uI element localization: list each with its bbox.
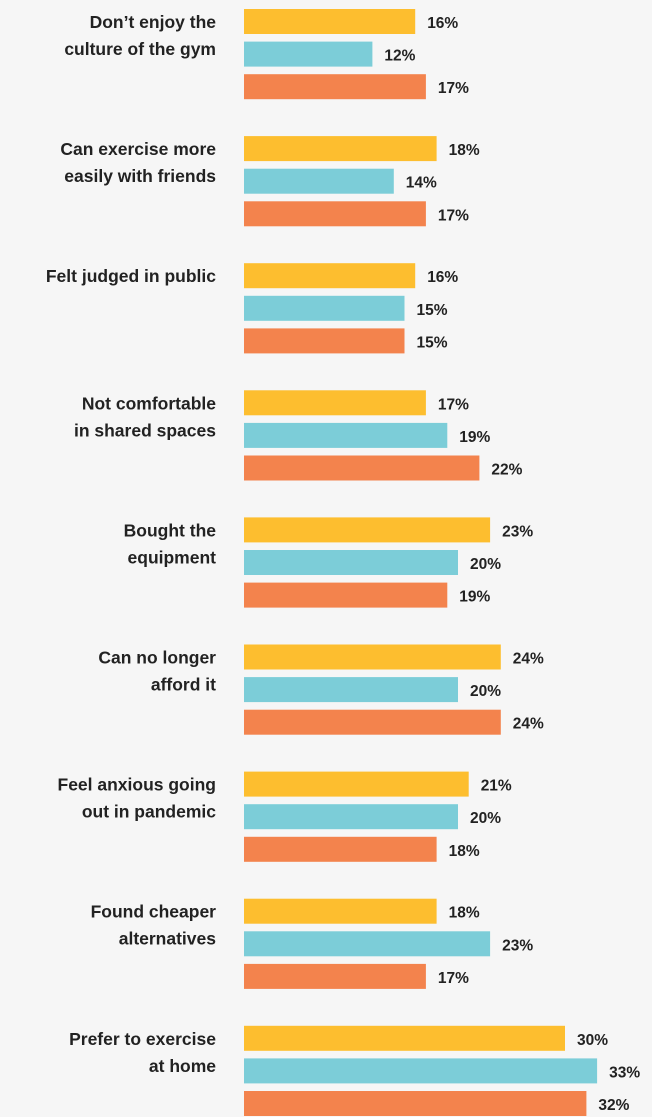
category-label-line: afford it <box>151 675 216 695</box>
bar <box>244 295 405 321</box>
value-label: 18% <box>449 905 480 922</box>
bar <box>244 582 448 608</box>
value-label: 17% <box>438 396 469 413</box>
category-label-line: culture of the gym <box>64 39 216 59</box>
value-label: 12% <box>384 48 415 65</box>
category-label-line: Can exercise more <box>60 139 216 159</box>
bar <box>244 709 501 735</box>
category-label-line: Don’t enjoy the <box>90 12 217 32</box>
bar <box>244 1091 587 1116</box>
category-label-line: at home <box>149 1056 216 1076</box>
category-label-line: alternatives <box>119 929 217 949</box>
value-labels: 16%12%17%18%14%17%16%15%15%17%19%22%23%2… <box>384 15 640 1114</box>
value-label: 24% <box>513 716 544 733</box>
category-label-line: Can no longer <box>98 648 216 668</box>
value-label: 16% <box>427 269 458 286</box>
value-label: 19% <box>459 589 490 606</box>
value-label: 18% <box>449 843 480 860</box>
value-label: 20% <box>470 683 501 700</box>
bar <box>244 1025 565 1051</box>
value-label: 15% <box>417 334 448 351</box>
category-label-line: easily with friends <box>64 166 216 186</box>
bar <box>244 517 491 543</box>
category-label-line: equipment <box>128 547 217 567</box>
value-label: 22% <box>491 462 522 479</box>
bar <box>244 963 426 989</box>
value-label: 23% <box>502 523 533 540</box>
bar <box>244 644 501 670</box>
category-label-line: Prefer to exercise <box>69 1029 216 1049</box>
value-label: 30% <box>577 1032 608 1049</box>
value-label: 17% <box>438 80 469 97</box>
value-label: 20% <box>470 556 501 573</box>
value-label: 19% <box>459 429 490 446</box>
value-label: 18% <box>449 142 480 159</box>
bar <box>244 136 437 162</box>
bar <box>244 263 416 289</box>
value-label: 17% <box>438 970 469 987</box>
bar <box>244 550 458 575</box>
category-label: Can exercise more easily with friends <box>60 139 216 186</box>
category-label-line: Found cheaper <box>91 902 217 922</box>
bar <box>244 836 437 862</box>
category-label: Found cheaper alternatives <box>91 902 217 949</box>
category-label: Prefer to exercise at home <box>69 1029 216 1076</box>
value-label: 16% <box>427 15 458 32</box>
value-label: 32% <box>598 1097 629 1114</box>
bar <box>244 390 426 416</box>
bars <box>244 9 598 1116</box>
category-label-line: in shared spaces <box>74 420 216 440</box>
bar <box>244 771 469 797</box>
value-label: 15% <box>417 302 448 319</box>
category-label: Not comfortable in shared spaces <box>74 393 216 440</box>
value-label: 33% <box>609 1064 640 1081</box>
bar <box>244 168 394 194</box>
category-labels: Don’t enjoy the culture of the gym Can exe… <box>46 12 216 1076</box>
bar <box>244 328 405 354</box>
bar <box>244 677 458 703</box>
bar <box>244 455 480 481</box>
category-label-line: out in pandemic <box>82 802 216 822</box>
category-label-line: Not comfortable <box>82 393 216 413</box>
bar <box>244 201 426 227</box>
value-label: 24% <box>513 651 544 668</box>
value-label: 23% <box>502 937 533 954</box>
category-label-line: Bought the <box>124 520 217 540</box>
bar <box>244 422 448 448</box>
bar <box>244 898 437 924</box>
bar <box>244 931 491 957</box>
category-label: Feel anxious going out in pandemic <box>58 775 217 822</box>
bar <box>244 9 416 34</box>
value-label: 20% <box>470 810 501 827</box>
category-label-line: Feel anxious going <box>58 775 217 795</box>
bar <box>244 41 373 67</box>
category-label: Bought the equipment <box>124 520 217 567</box>
category-label: Don’t enjoy the culture of the gym <box>64 12 216 59</box>
value-label: 21% <box>481 778 512 795</box>
value-label: 14% <box>406 175 437 192</box>
value-label: 17% <box>438 207 469 224</box>
category-label: Felt judged in public <box>46 266 216 286</box>
bar <box>244 804 458 830</box>
category-label-line: Felt judged in public <box>46 266 216 286</box>
bar <box>244 1058 598 1084</box>
category-label: Can no longer afford it <box>98 648 216 695</box>
bar <box>244 74 426 100</box>
